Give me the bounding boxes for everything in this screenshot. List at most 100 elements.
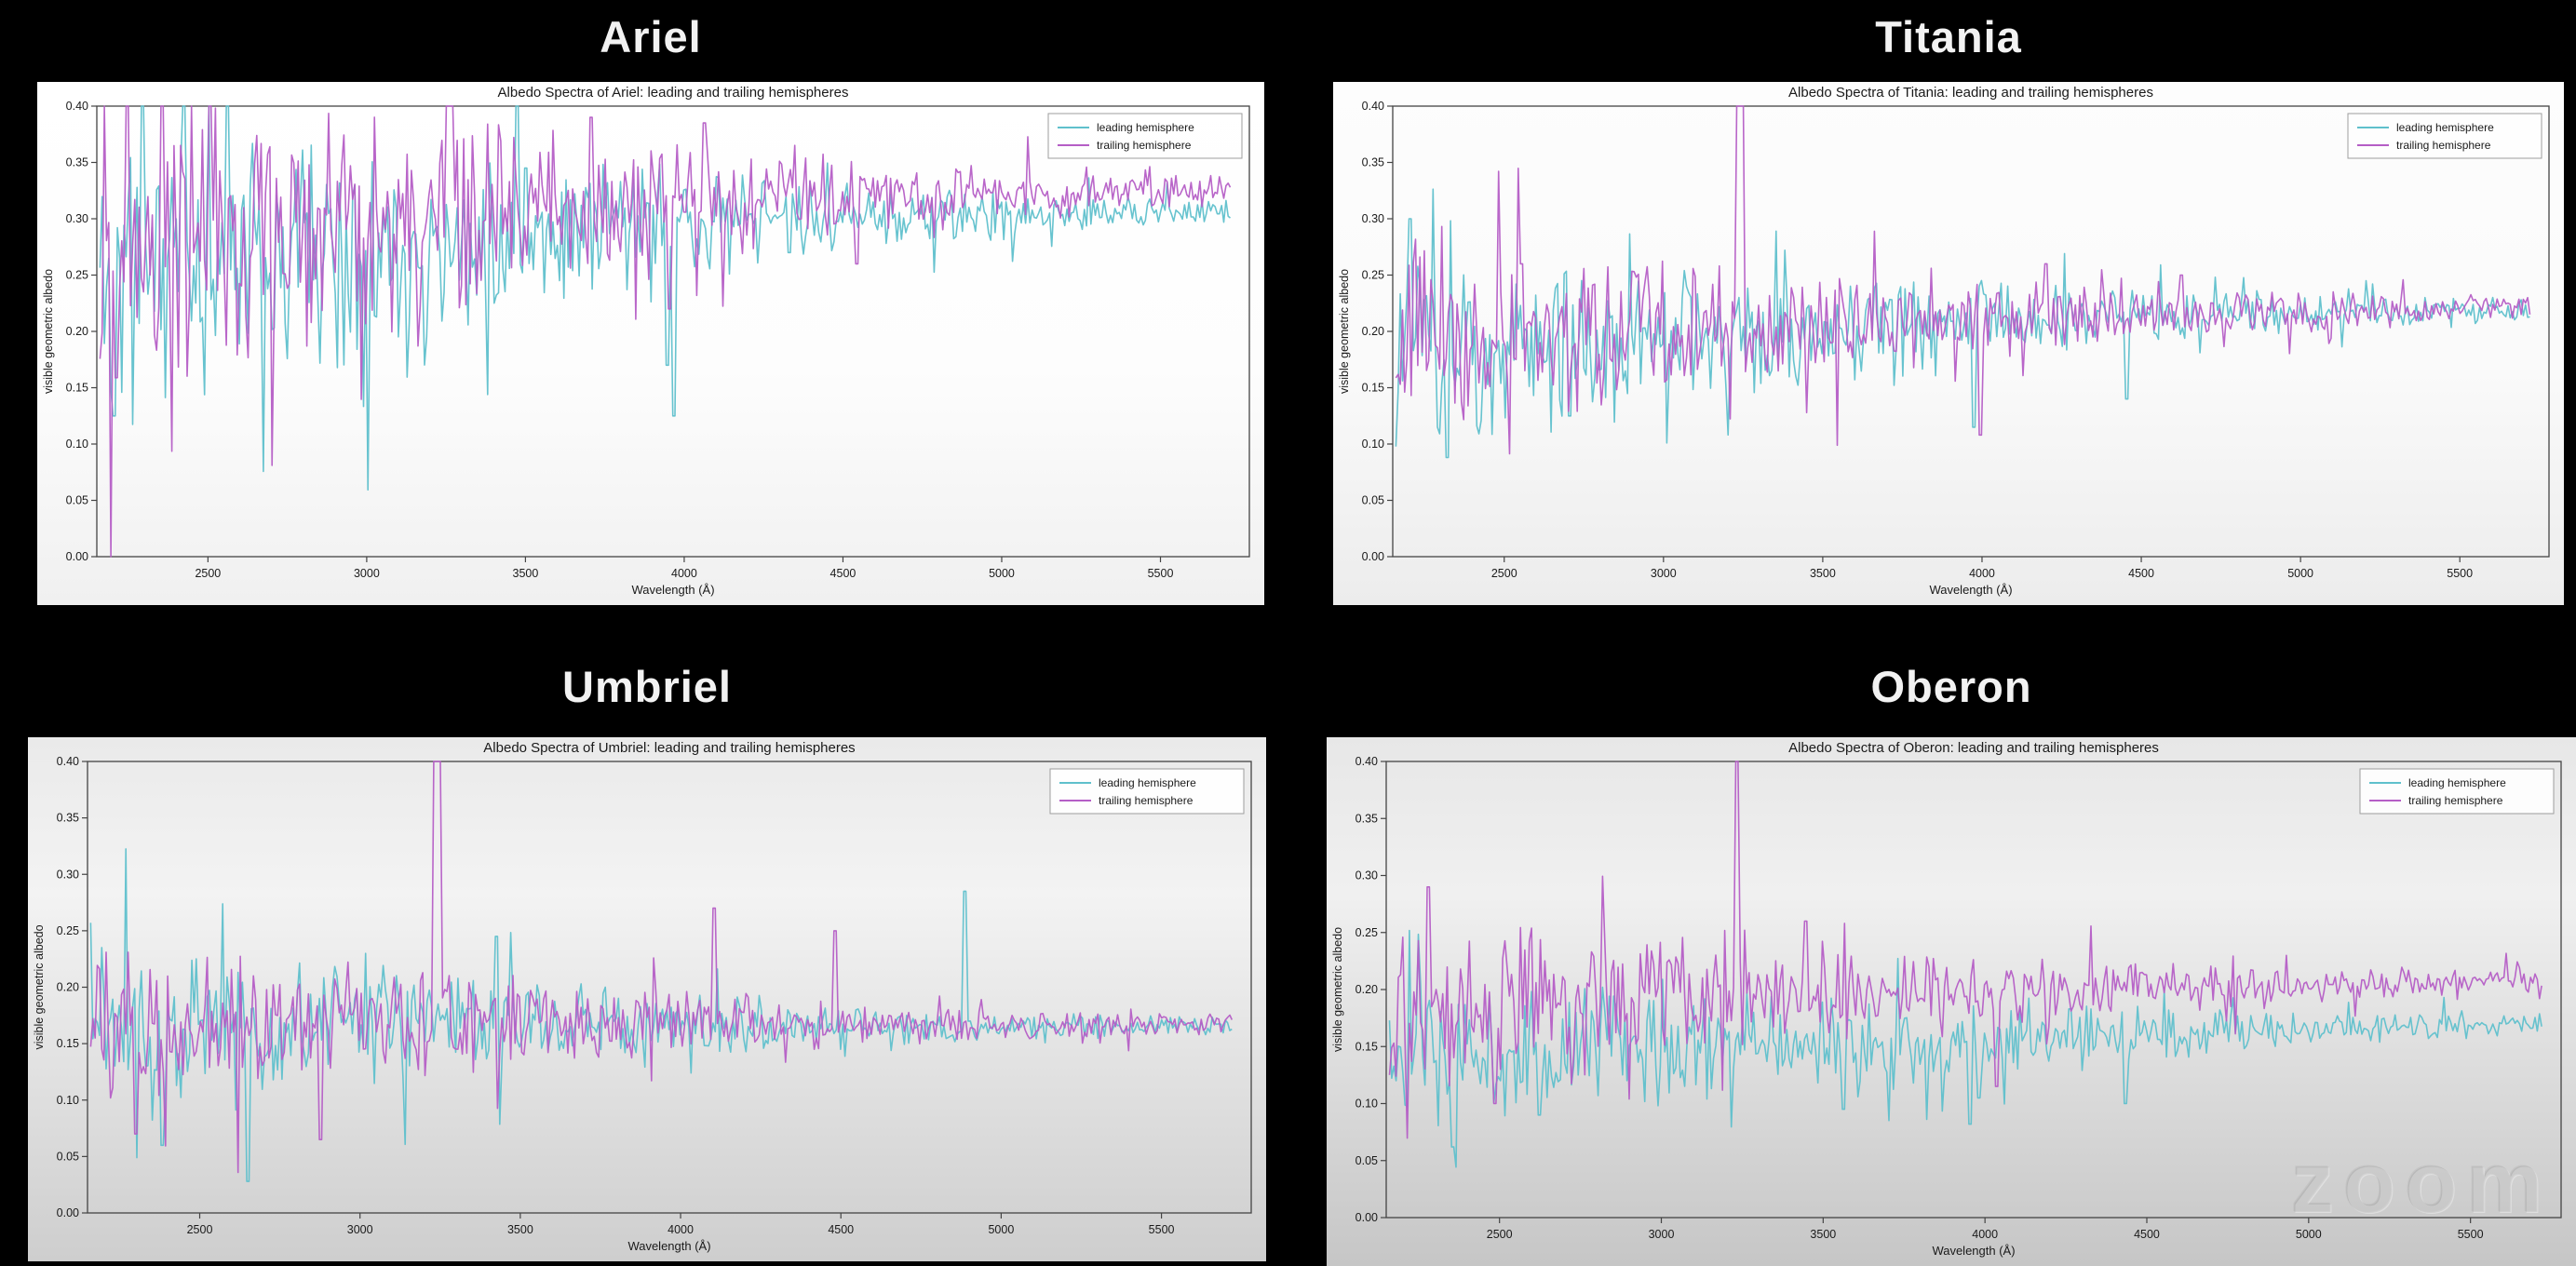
figure-title: Albedo Spectra of Ariel: leading and tra… bbox=[498, 85, 849, 101]
x-tick-label: 3500 bbox=[513, 567, 539, 580]
y-axis-label: visible geometric albedo bbox=[33, 924, 46, 1049]
y-tick-label: 0.00 bbox=[66, 550, 88, 563]
y-tick-label: 0.00 bbox=[57, 1206, 79, 1219]
figure-title: Albedo Spectra of Umbriel: leading and t… bbox=[483, 740, 855, 756]
legend-box bbox=[1047, 113, 1243, 159]
x-tick-label: 5500 bbox=[1149, 1223, 1175, 1236]
figure-title: Albedo Spectra of Oberon: leading and tr… bbox=[1788, 740, 2159, 756]
trailing-hemisphere-line bbox=[99, 105, 1232, 558]
albedo-chart-titania: Albedo Spectra of Titania: leading and t… bbox=[1338, 85, 2550, 597]
panel-ariel: Albedo Spectra of Ariel: leading and tra… bbox=[37, 82, 1264, 605]
legend-box bbox=[2359, 768, 2555, 815]
panel-umbriel: Albedo Spectra of Umbriel: leading and t… bbox=[28, 737, 1266, 1261]
x-tick-label: 3000 bbox=[347, 1223, 373, 1236]
y-tick-label: 0.10 bbox=[57, 1094, 79, 1107]
legend-label: trailing hemisphere bbox=[2408, 794, 2503, 807]
x-tick-label: 2500 bbox=[1491, 567, 1517, 580]
y-tick-label: 0.25 bbox=[57, 924, 79, 937]
legend-box bbox=[1049, 768, 1245, 815]
legend-label: leading hemisphere bbox=[1099, 776, 1196, 789]
trailing-hemisphere-line bbox=[1395, 105, 2531, 455]
y-tick-label: 0.30 bbox=[1355, 869, 1378, 882]
y-tick-label: 0.05 bbox=[66, 494, 88, 507]
heading-oberon: Oberon bbox=[1870, 662, 2032, 711]
y-tick-label: 0.35 bbox=[1362, 156, 1384, 169]
axes-frame bbox=[87, 761, 1252, 1214]
x-tick-label: 2500 bbox=[195, 567, 221, 580]
x-tick-label: 5500 bbox=[2447, 567, 2473, 580]
leading-hemisphere-line bbox=[1395, 188, 2530, 459]
trailing-hemisphere-line bbox=[1388, 761, 2542, 1139]
y-axis-label: visible geometric albedo bbox=[1331, 927, 1344, 1052]
y-tick-label: 0.10 bbox=[1355, 1098, 1378, 1111]
x-tick-label: 4500 bbox=[2134, 1228, 2160, 1241]
heading-titania: Titania bbox=[1875, 12, 2022, 61]
y-tick-label: 0.40 bbox=[1355, 755, 1378, 768]
x-tick-label: 4500 bbox=[830, 567, 856, 580]
y-tick-label: 0.15 bbox=[57, 1037, 79, 1050]
albedo-chart-umbriel: Albedo Spectra of Umbriel: leading and t… bbox=[33, 740, 1252, 1253]
y-tick-label: 0.30 bbox=[66, 212, 88, 225]
x-tick-label: 3000 bbox=[1649, 1228, 1675, 1241]
legend-box bbox=[2347, 113, 2542, 159]
legend-label: leading hemisphere bbox=[2396, 121, 2494, 134]
x-tick-label: 5000 bbox=[989, 567, 1015, 580]
y-axis-label: visible geometric albedo bbox=[1338, 269, 1351, 394]
heading-ariel: Ariel bbox=[600, 12, 702, 61]
x-axis-label: Wavelength (Å) bbox=[1929, 583, 2012, 597]
y-tick-label: 0.15 bbox=[1355, 1040, 1378, 1053]
x-tick-label: 4500 bbox=[828, 1223, 854, 1236]
x-tick-label: 3000 bbox=[1651, 567, 1677, 580]
y-tick-label: 0.05 bbox=[1355, 1154, 1378, 1167]
x-tick-label: 3500 bbox=[1810, 1228, 1836, 1241]
x-tick-label: 2500 bbox=[187, 1223, 213, 1236]
y-tick-label: 0.40 bbox=[1362, 100, 1384, 113]
y-tick-label: 0.15 bbox=[1362, 382, 1384, 395]
x-tick-label: 3000 bbox=[354, 567, 380, 580]
y-tick-label: 0.40 bbox=[66, 100, 88, 113]
albedo-chart-oberon: Albedo Spectra of Oberon: leading and tr… bbox=[1331, 740, 2562, 1258]
figure-title: Albedo Spectra of Titania: leading and t… bbox=[1788, 85, 2153, 101]
zoom-watermark: zoom bbox=[2290, 1136, 2552, 1231]
y-tick-label: 0.05 bbox=[1362, 494, 1384, 507]
y-tick-label: 0.35 bbox=[1355, 812, 1378, 825]
panel-titania: Albedo Spectra of Titania: leading and t… bbox=[1333, 82, 2564, 605]
y-axis-label: visible geometric albedo bbox=[42, 269, 55, 394]
trailing-hemisphere-line bbox=[89, 761, 1234, 1174]
x-tick-label: 5000 bbox=[2287, 567, 2313, 580]
y-tick-label: 0.10 bbox=[66, 438, 88, 451]
x-axis-label: Wavelength (Å) bbox=[631, 583, 714, 597]
x-tick-label: 4000 bbox=[1972, 1228, 1998, 1241]
y-tick-label: 0.40 bbox=[57, 755, 79, 768]
legend: leading hemisphere trailing hemisphere bbox=[1047, 113, 1243, 159]
x-tick-label: 5000 bbox=[2296, 1228, 2322, 1241]
heading-umbriel: Umbriel bbox=[562, 662, 732, 711]
y-tick-label: 0.15 bbox=[66, 382, 88, 395]
x-tick-label: 3500 bbox=[1810, 567, 1836, 580]
legend: leading hemisphere trailing hemisphere bbox=[1049, 768, 1245, 815]
y-tick-label: 0.30 bbox=[1362, 212, 1384, 225]
y-tick-label: 0.20 bbox=[57, 981, 79, 994]
x-tick-label: 4500 bbox=[2128, 567, 2154, 580]
y-tick-label: 0.10 bbox=[1362, 438, 1384, 451]
y-tick-label: 0.35 bbox=[66, 156, 88, 169]
legend-label: trailing hemisphere bbox=[2396, 139, 2491, 152]
x-tick-label: 5500 bbox=[1148, 567, 1174, 580]
y-tick-label: 0.25 bbox=[1355, 926, 1378, 939]
x-tick-label: 5500 bbox=[2458, 1228, 2484, 1241]
legend: leading hemisphere trailing hemisphere bbox=[2359, 768, 2555, 815]
y-tick-label: 0.00 bbox=[1355, 1211, 1378, 1224]
x-tick-label: 4000 bbox=[671, 567, 697, 580]
albedo-chart-ariel: Albedo Spectra of Ariel: leading and tra… bbox=[42, 85, 1250, 597]
leading-hemisphere-line bbox=[99, 105, 1232, 491]
y-tick-label: 0.20 bbox=[1355, 983, 1378, 996]
leading-hemisphere-line bbox=[1388, 929, 2542, 1168]
y-tick-label: 0.25 bbox=[66, 269, 88, 282]
x-tick-label: 4000 bbox=[668, 1223, 694, 1236]
panel-oberon: Albedo Spectra of Oberon: leading and tr… bbox=[1327, 737, 2576, 1266]
legend-label: trailing hemisphere bbox=[1097, 139, 1192, 152]
legend-label: leading hemisphere bbox=[2408, 776, 2506, 789]
y-tick-label: 0.05 bbox=[57, 1150, 79, 1163]
leading-hemisphere-line bbox=[89, 848, 1233, 1182]
